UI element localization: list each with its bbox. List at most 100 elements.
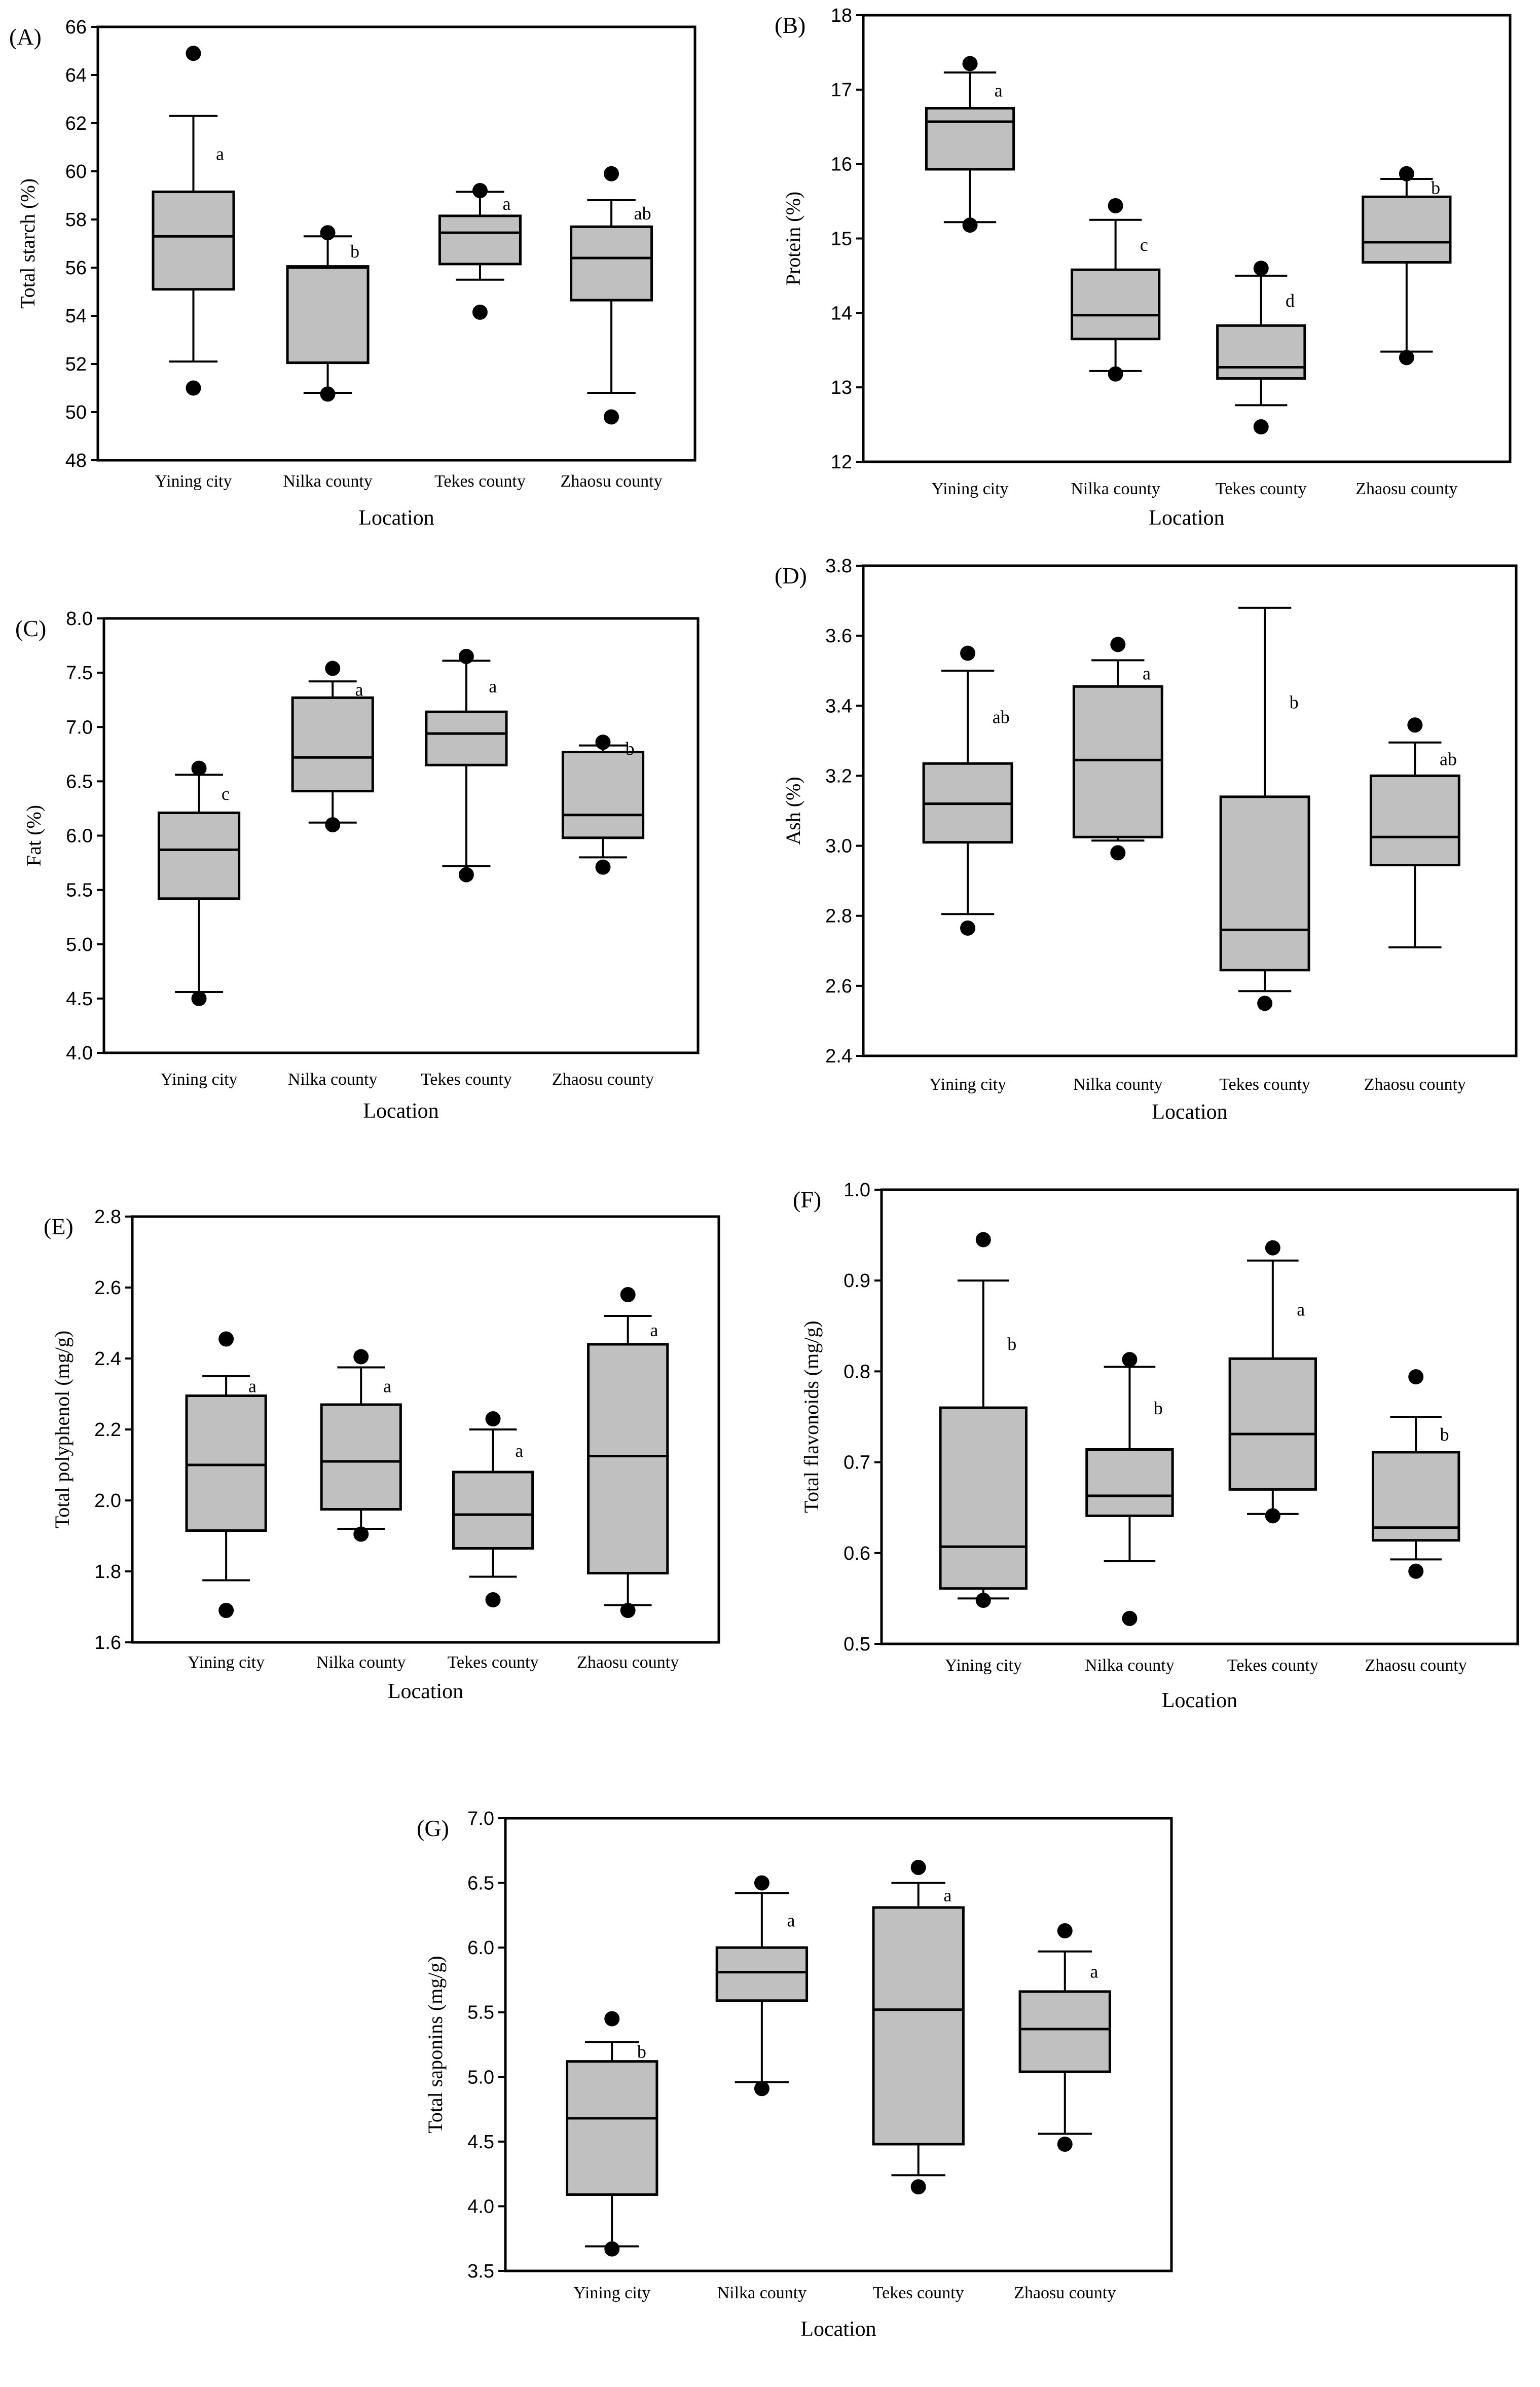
iqr-box bbox=[286, 265, 370, 364]
y-tick-label: 4.0 bbox=[467, 2196, 494, 2217]
outlier-point bbox=[458, 648, 474, 664]
outlier-point bbox=[1265, 1240, 1280, 1256]
y-tick-label: 2.6 bbox=[94, 1277, 121, 1299]
box-nilka-county: Nilka county b bbox=[283, 225, 373, 491]
category-label: Nilka county bbox=[288, 1070, 378, 1089]
outlier-point bbox=[604, 409, 619, 425]
box-zhaosu-county: Zhaosu county b bbox=[552, 735, 654, 1089]
iqr-box bbox=[566, 2060, 658, 2196]
category-label: Yining city bbox=[573, 2284, 650, 2302]
x-axis-label: Location bbox=[1162, 1689, 1237, 1712]
iqr-box bbox=[1071, 268, 1161, 341]
category-label: Yining city bbox=[155, 472, 232, 491]
y-tick-label: 5.5 bbox=[467, 2002, 494, 2024]
box-yining-city: Yining city ab bbox=[922, 645, 1013, 1094]
y-tick-label: 4.5 bbox=[66, 988, 93, 1010]
y-tick-label: 3.0 bbox=[825, 836, 852, 857]
y-axis-label: Protein (%) bbox=[782, 192, 804, 286]
y-tick-label: 3.8 bbox=[825, 556, 852, 577]
significance-letter: ab bbox=[634, 203, 651, 224]
significance-letter: a bbox=[943, 1885, 951, 1905]
y-tick-label: 56 bbox=[65, 258, 87, 279]
y-tick-label: 6.0 bbox=[66, 826, 93, 847]
iqr-box bbox=[939, 1406, 1028, 1590]
outlier-point bbox=[186, 380, 201, 396]
outlier-point bbox=[604, 2011, 620, 2027]
y-tick-label: 4.0 bbox=[66, 1043, 93, 1064]
category-label: Zhaosu county bbox=[552, 1070, 654, 1089]
y-tick-label: 2.0 bbox=[94, 1490, 121, 1512]
significance-letter: b bbox=[637, 2042, 646, 2062]
y-tick-label: 5.5 bbox=[66, 880, 93, 901]
significance-letter: c bbox=[1140, 235, 1148, 255]
significance-letter: a bbox=[1297, 1300, 1305, 1320]
plot-frame bbox=[504, 1817, 1173, 2272]
category-label: Nilka county bbox=[1071, 480, 1160, 498]
y-tick-label: 8.0 bbox=[66, 608, 93, 630]
category-label: Yining city bbox=[160, 1070, 237, 1089]
y-tick-label: 7.5 bbox=[66, 663, 93, 684]
iqr-box bbox=[1371, 1451, 1460, 1542]
y-tick-label: 2.6 bbox=[825, 976, 852, 997]
panel-label: (B) bbox=[775, 12, 805, 38]
y-tick-label: 0.8 bbox=[844, 1361, 870, 1382]
category-label: Tekes county bbox=[1219, 1075, 1310, 1094]
outlier-point bbox=[218, 1331, 234, 1347]
category-label: Tekes county bbox=[1227, 1656, 1318, 1675]
box-nilka-county: Nilka county a bbox=[316, 1349, 406, 1672]
outlier-point bbox=[458, 867, 474, 883]
category-label: Yining city bbox=[932, 480, 1009, 498]
iqr-box bbox=[157, 812, 241, 900]
significance-letter: b bbox=[1290, 692, 1299, 712]
iqr-box bbox=[185, 1394, 267, 1532]
category-label: Zhaosu county bbox=[1365, 1656, 1467, 1675]
y-tick-label: 64 bbox=[65, 65, 87, 86]
outlier-point bbox=[1122, 1352, 1138, 1368]
outlier-point bbox=[218, 1603, 234, 1618]
y-tick-label: 1.8 bbox=[94, 1561, 121, 1583]
iqr-box bbox=[570, 225, 653, 302]
box-zhaosu-county: Zhaosu county a bbox=[1014, 1923, 1116, 2302]
y-tick-label: 12 bbox=[831, 452, 852, 473]
category-label: Yining city bbox=[945, 1656, 1022, 1675]
y-tick-label: 1.6 bbox=[94, 1632, 121, 1654]
y-tick-label: 6.5 bbox=[66, 771, 93, 792]
iqr-box bbox=[1228, 1357, 1317, 1491]
category-label: Nilka county bbox=[316, 1653, 406, 1672]
y-tick-label: 58 bbox=[65, 209, 87, 231]
box-nilka-county: Nilka county c bbox=[1071, 198, 1161, 498]
y-tick-label: 50 bbox=[65, 402, 87, 423]
category-label: Nilka county bbox=[283, 472, 373, 491]
y-tick-label: 7.0 bbox=[66, 717, 93, 738]
panel-label: (E) bbox=[44, 1214, 74, 1239]
iqr-box bbox=[438, 214, 522, 266]
iqr-box bbox=[561, 751, 645, 839]
significance-letter: a bbox=[355, 679, 363, 700]
category-label: Tekes county bbox=[434, 472, 526, 491]
y-tick-label: 2.8 bbox=[94, 1206, 121, 1228]
y-tick-label: 4.5 bbox=[467, 2132, 494, 2153]
box-tekes-county: Tekes county a bbox=[872, 1859, 965, 2302]
outlier-point bbox=[1399, 166, 1414, 181]
iqr-box bbox=[587, 1343, 669, 1574]
y-tick-label: 0.5 bbox=[844, 1634, 870, 1655]
outlier-point bbox=[595, 735, 611, 750]
outlier-point bbox=[472, 183, 488, 198]
category-label: Yining city bbox=[188, 1653, 265, 1672]
outlier-point bbox=[320, 225, 336, 241]
y-tick-label: 0.6 bbox=[844, 1543, 870, 1564]
outlier-point bbox=[353, 1349, 369, 1365]
iqr-box bbox=[320, 1403, 402, 1511]
iqr-box bbox=[1216, 324, 1306, 380]
outlier-point bbox=[191, 990, 207, 1006]
y-tick-label: 2.8 bbox=[825, 906, 852, 927]
y-tick-label: 0.7 bbox=[844, 1452, 870, 1474]
significance-letter: ab bbox=[1440, 749, 1457, 769]
iqr-box bbox=[1072, 685, 1163, 838]
category-label: Zhaosu county bbox=[561, 472, 663, 491]
x-axis-label: Location bbox=[1149, 506, 1224, 530]
significance-letter: d bbox=[1286, 290, 1295, 311]
y-tick-label: 14 bbox=[831, 303, 852, 324]
category-label: Tekes county bbox=[873, 2284, 964, 2302]
outlier-point bbox=[325, 660, 341, 676]
